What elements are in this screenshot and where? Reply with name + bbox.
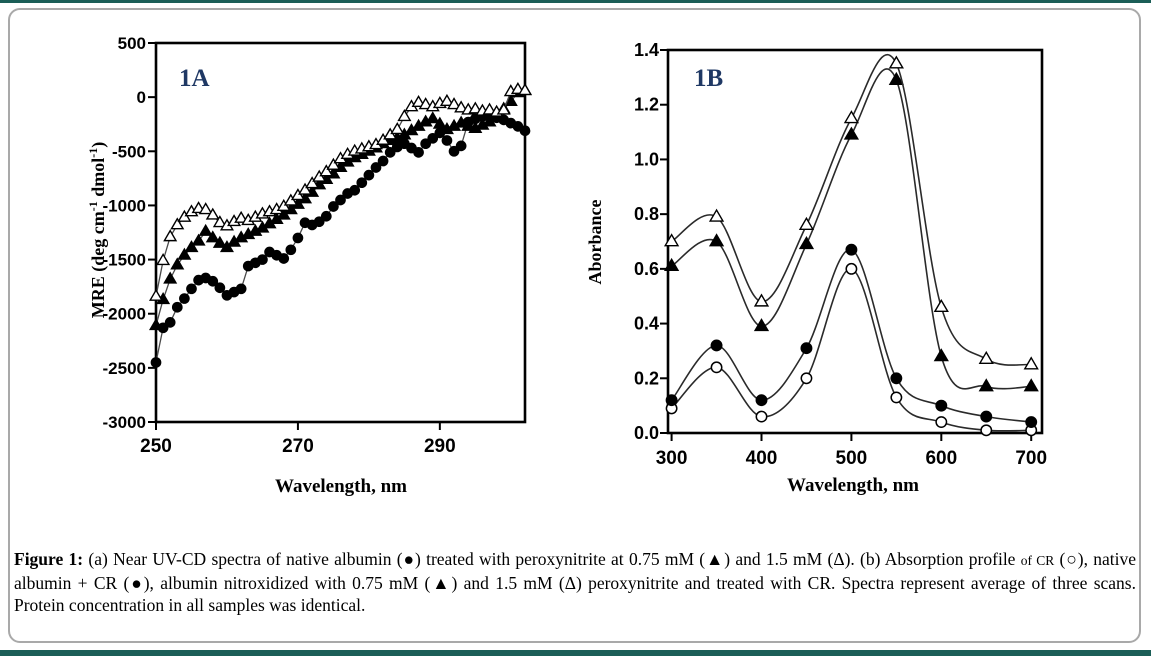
y-tick-label: 0.6 xyxy=(634,259,659,279)
y-tick-label: 0.8 xyxy=(634,204,659,224)
x-tick-label: 290 xyxy=(424,436,456,457)
chart-1b-absorption: 1.4 1.2 1.0 0.8 0.6 0.4 0.2 0.0 300 400 500 600 700 A… xyxy=(585,40,1047,496)
y-tick-label: 500 xyxy=(118,34,146,53)
x-tick-label: 600 xyxy=(925,448,957,469)
x-axis-ticks: 250 270 290 xyxy=(140,422,456,457)
series-1-5-mm-peroxynitrite xyxy=(148,81,533,301)
bottom-accent-bar xyxy=(0,650,1151,656)
caption-text-small: of CR xyxy=(1020,553,1055,568)
y-axis-ticks: 1.4 1.2 1.0 0.8 0.6 0.4 0.2 0.0 xyxy=(634,40,668,443)
y-axis-title: Aborbance xyxy=(585,199,605,284)
y-tick-label: -2500 xyxy=(103,359,146,378)
series-native-albumin-cr xyxy=(665,243,1038,429)
y-tick-label: 1.0 xyxy=(634,149,659,169)
y-tick-label: 1.4 xyxy=(634,40,659,60)
x-tick-label: 700 xyxy=(1015,448,1047,469)
y-tick-label: 0.2 xyxy=(634,368,659,388)
x-tick-label: 300 xyxy=(656,448,688,469)
x-tick-label: 270 xyxy=(282,436,314,457)
x-axis-ticks: 300 400 500 600 700 xyxy=(656,433,1047,469)
y-tick-label: 1.2 xyxy=(634,95,659,115)
series-1-5-mm-peroxynitrite-cr xyxy=(663,54,1039,370)
y-tick-label: -1500 xyxy=(103,251,146,270)
plot-frame xyxy=(666,48,1044,435)
y-tick-label: 0.4 xyxy=(634,314,659,334)
y-axis-title: MRE (deg cm-1 dmol-1) xyxy=(86,142,109,319)
panel-label: 1B xyxy=(694,65,723,92)
x-tick-label: 500 xyxy=(836,448,868,469)
y-tick-label: -1000 xyxy=(103,196,146,215)
y-tick-label: -500 xyxy=(112,142,146,161)
series-cr xyxy=(665,262,1038,437)
x-tick-label: 250 xyxy=(140,436,172,457)
y-tick-label: 0 xyxy=(137,88,146,107)
figure-caption: Figure 1: (a) Near UV-CD spectra of nati… xyxy=(14,548,1136,616)
y-tick-label: -3000 xyxy=(103,413,146,432)
y-tick-label: -2000 xyxy=(103,305,146,324)
panel-label: 1A xyxy=(179,65,210,92)
caption-figure-label: Figure 1: xyxy=(14,549,84,569)
y-axis-ticks: 500 0 -500 -1000 -1500 -2000 -2500 -3000 xyxy=(103,34,156,432)
plot-frame xyxy=(154,41,527,424)
top-accent-bar xyxy=(0,0,1151,3)
y-tick-label: 0.0 xyxy=(634,423,659,443)
caption-text-2: (○), native albumin + CR (●), albumin ni… xyxy=(14,549,1136,615)
caption-text-1: (a) Near UV-CD spectra of native albumin… xyxy=(83,549,1021,569)
x-tick-label: 400 xyxy=(746,448,778,469)
x-axis-title: Wavelength, nm xyxy=(787,475,919,496)
figure-card xyxy=(8,8,1141,643)
x-axis-title: Wavelength, nm xyxy=(275,476,407,497)
